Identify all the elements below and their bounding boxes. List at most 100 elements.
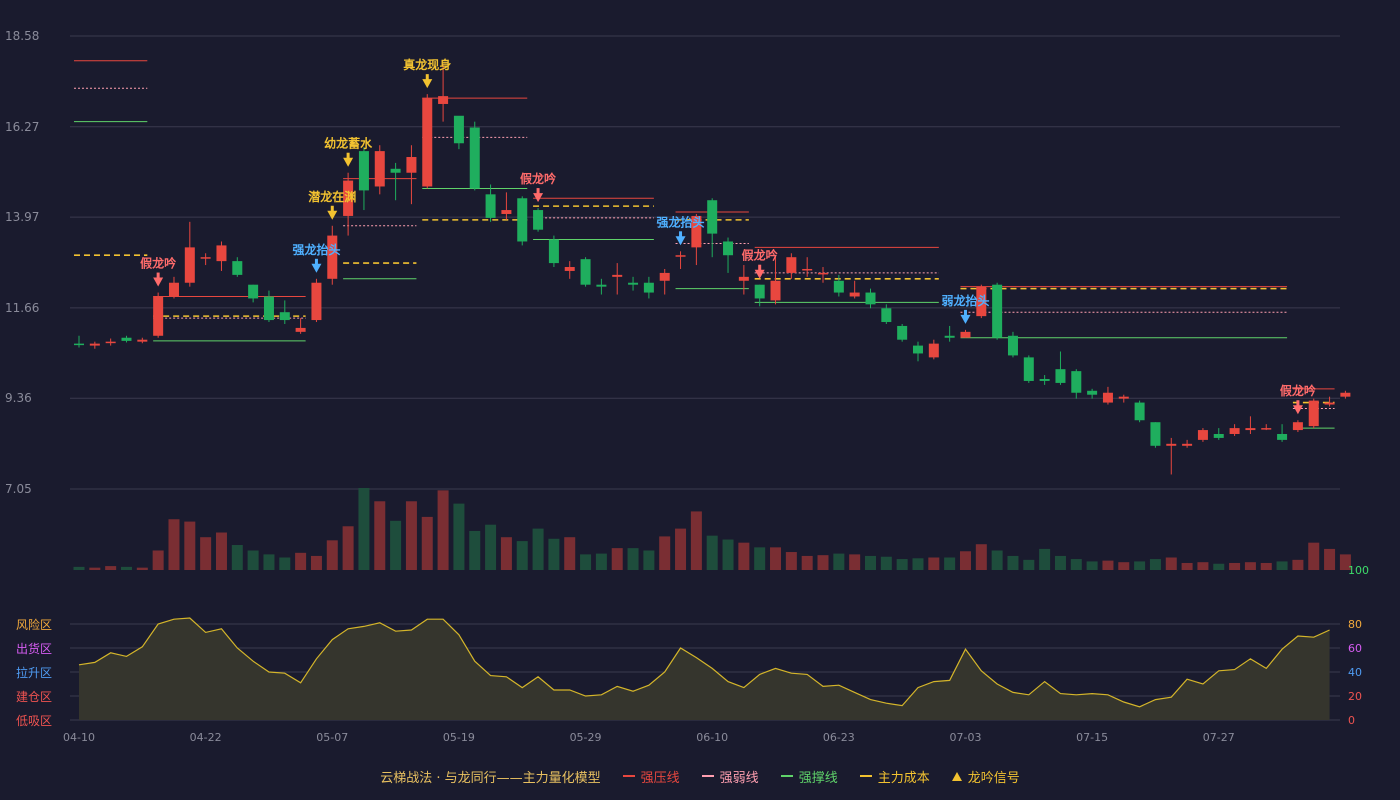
candle-body <box>849 292 860 297</box>
candle-body <box>184 247 195 283</box>
zone-label: 风险区 <box>16 617 52 632</box>
volume-bar <box>89 567 101 570</box>
candle-body <box>691 215 702 248</box>
candle-body <box>833 280 844 293</box>
volume-bar <box>690 511 702 570</box>
volume-bar <box>1324 548 1336 570</box>
volume-bar <box>1023 559 1035 570</box>
zone-label: 拉升区 <box>16 665 52 680</box>
legend-label: 强撑线 <box>798 770 838 786</box>
x-tick-label: 07-15 <box>1076 731 1108 744</box>
volume-bar <box>1149 559 1161 570</box>
signal-label: 弱龙抬头 <box>941 293 989 308</box>
volume-bar <box>1054 555 1066 570</box>
candle-body <box>1292 422 1303 431</box>
volume-bar <box>453 503 465 570</box>
signal-arrow-icon <box>1292 405 1303 415</box>
legend-item-weak[interactable]: 强弱线 <box>701 767 759 786</box>
candle-body <box>960 331 971 338</box>
candle-body <box>1182 443 1193 446</box>
candle-body <box>897 325 908 340</box>
candle-body <box>738 276 749 281</box>
legend-item-support[interactable]: 强撑线 <box>780 767 838 786</box>
candle-body <box>1166 443 1177 446</box>
candle-body <box>675 255 686 257</box>
signal-arrow-icon <box>533 193 544 203</box>
volume-bar <box>1292 559 1304 570</box>
volume-bar <box>770 547 782 570</box>
candle-body <box>1229 428 1240 434</box>
candle-body <box>390 168 401 173</box>
legend-title: 云梯战法 · 与龙同行——主力量化模型 <box>380 770 601 786</box>
candle-body <box>533 210 544 230</box>
candle-body <box>818 272 829 275</box>
volume-bar <box>912 558 924 570</box>
candle-body <box>770 280 781 301</box>
volume-bar <box>1007 555 1019 570</box>
zone-label: 建仓区 <box>16 690 52 704</box>
candle-body <box>153 296 164 336</box>
candle-body <box>374 151 385 187</box>
candle-body <box>865 292 876 305</box>
signal-arrow-stem <box>963 309 967 316</box>
volume-bar <box>1102 560 1114 570</box>
volume-bars <box>73 488 1351 570</box>
candle-body <box>754 284 765 299</box>
signal-label: 假龙吟 <box>742 248 778 263</box>
osc-area <box>79 618 1330 720</box>
candle-body <box>438 96 449 104</box>
signal-label: 强龙抬头 <box>657 214 705 229</box>
signal-arrow-stem <box>314 258 318 265</box>
candle-body <box>358 151 369 191</box>
volume-bar <box>215 532 227 570</box>
volume-bar <box>880 556 892 570</box>
candle-body <box>1118 396 1129 399</box>
candle-body <box>1197 430 1208 440</box>
x-tick-label: 05-07 <box>316 731 348 744</box>
x-tick-label: 06-10 <box>696 731 728 744</box>
legend-item-signal[interactable]: 龙吟信号 <box>951 767 1020 786</box>
signal-label: 潜龙在渊 <box>308 189 356 204</box>
volume-bar <box>1197 562 1209 570</box>
legend-item-resist[interactable]: 强压线 <box>622 767 680 786</box>
volume-bar <box>833 553 845 570</box>
x-tick-label: 05-29 <box>570 731 602 744</box>
signal-label: 真龙现身 <box>403 57 451 72</box>
legend-label: 强压线 <box>640 770 680 786</box>
volume-bar <box>342 526 354 570</box>
volume-bar <box>247 550 259 570</box>
volume-bar <box>659 536 671 570</box>
legend-swatch <box>701 775 714 777</box>
legend: 云梯战法 · 与龙同行——主力量化模型 强压线 强弱线 强撑线 主力成本 龙吟信… <box>0 765 1400 787</box>
candle-body <box>453 115 464 144</box>
signal-label: 幼龙蓄水 <box>324 136 373 151</box>
candle-body <box>295 327 306 332</box>
volume-bar <box>595 553 607 570</box>
signal-label: 假龙吟 <box>520 171 556 186</box>
volume-bar <box>738 542 750 570</box>
signal-arrow-icon <box>754 269 765 279</box>
legend-item-cost[interactable]: 主力成本 <box>859 767 930 786</box>
x-tick-label: 05-19 <box>443 731 475 744</box>
volume-bar <box>865 555 876 570</box>
candle-body <box>216 245 227 262</box>
signal-arrow-stem <box>536 188 540 195</box>
volume-bar <box>1181 562 1193 570</box>
volume-bar <box>136 567 148 570</box>
volume-bar <box>785 552 797 570</box>
volume-bar <box>485 524 497 570</box>
x-tick-label: 06-23 <box>823 731 855 744</box>
candle-body <box>564 267 575 271</box>
volume-bar <box>516 541 528 570</box>
candle-body <box>168 282 179 297</box>
volume-bar <box>580 554 592 570</box>
signal-arrow-stem <box>758 264 762 271</box>
volume-bar <box>1308 542 1320 570</box>
legend-swatch <box>780 775 793 777</box>
signal-arrow-icon <box>960 314 971 324</box>
x-axis-labels: 04-10 04-22 05-07 05-19 05-29 06-10 06-23 07-03… <box>63 731 1235 744</box>
candle-body <box>248 284 259 299</box>
x-tick-label: 07-03 <box>949 731 981 744</box>
volume-bar <box>231 545 243 570</box>
